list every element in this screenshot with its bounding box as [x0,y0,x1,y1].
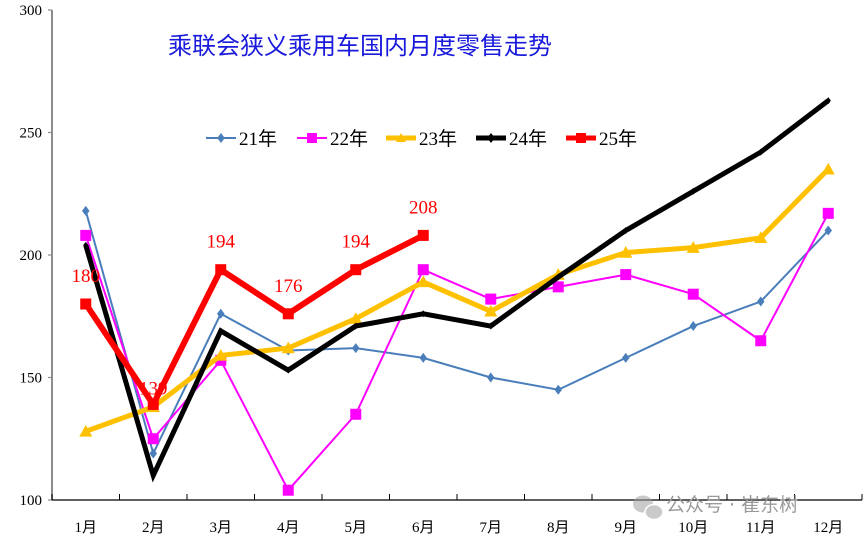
data-label: 176 [274,276,303,297]
data-label: 139 [139,378,168,399]
legend: 21年 22年 23年 24年 25年 [206,128,637,150]
legend-item-21年: 21年 [206,128,277,150]
data-label: 194 [342,232,371,253]
x-tick-label: 9月 [614,520,637,536]
legend-item-24年: 24年 [476,128,547,150]
data-labels: 180 139 194 176 194 208 [72,197,438,399]
x-tick-label: 1月 [74,520,97,536]
y-tick-label: 300 [20,3,43,19]
x-tick-label: 12月 [813,520,843,536]
series-22年 [80,207,834,496]
watermark-text: 公众号 · 崔东树 [666,494,798,516]
y-tick-label: 100 [20,493,43,509]
series-25年 [80,229,429,411]
legend-item-23年: 23年 [386,128,457,150]
axes: 100 150 200 250 300 1月 2月 3月 4月 5月 6月 7月 8月 9月 10月 11月 1… [20,3,863,536]
x-tick-label: 2月 [142,520,165,536]
data-label: 208 [409,197,438,218]
legend-label: 21年 [239,128,277,150]
chart-title: 乘联会狭义乘用车国内月度零售走势 [168,32,552,60]
series-layer [79,97,835,496]
series-24年 [83,97,831,483]
series-21年 [82,205,832,459]
legend-label: 23年 [419,128,457,150]
legend-item-25年: 25年 [566,128,637,150]
data-label: 180 [72,266,101,287]
legend-label: 24年 [509,128,547,150]
x-tick-label: 4月 [277,520,300,536]
x-tick-label: 3月 [209,520,232,536]
x-tick-label: 5月 [344,520,367,536]
y-tick-label: 250 [20,126,43,142]
x-tick-label: 8月 [547,520,570,536]
watermark: 公众号 · 崔东树 [633,494,798,521]
legend-label: 22年 [330,128,368,150]
legend-label: 25年 [599,128,637,150]
y-tick-label: 200 [20,248,43,264]
x-tick-label: 10月 [678,520,708,536]
data-label: 194 [207,232,236,253]
x-tick-label: 7月 [479,520,502,536]
x-tick-label: 6月 [412,520,435,536]
y-tick-label: 150 [20,371,43,387]
wechat-icon [633,495,664,521]
legend-item-22年: 22年 [297,128,368,150]
x-tick-label: 11月 [746,520,775,536]
